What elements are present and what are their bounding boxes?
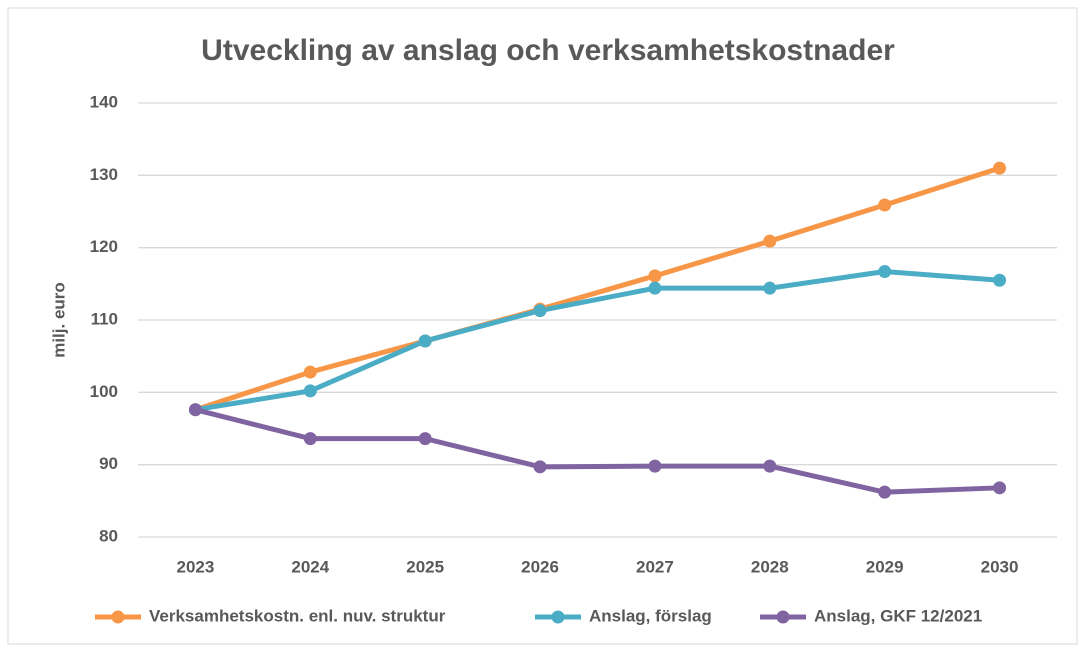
series-line — [195, 269, 1000, 413]
point — [993, 161, 1007, 175]
y-tick-label: 90 — [99, 454, 118, 473]
point — [878, 198, 892, 212]
point — [188, 403, 202, 417]
x-tick-label: 2025 — [406, 557, 444, 576]
x-tick-label: 2024 — [291, 557, 329, 576]
y-axis-label: milj. euro — [49, 282, 68, 358]
point — [878, 265, 892, 279]
chart-border — [7, 7, 1078, 645]
x-tick-label: 2027 — [636, 557, 674, 576]
x-tick-label: 2029 — [866, 557, 904, 576]
x-tick-label: 2026 — [521, 557, 559, 576]
legend-marker — [776, 610, 790, 624]
point — [533, 460, 547, 474]
point — [533, 304, 547, 318]
x-tick-label: 2028 — [751, 557, 789, 576]
legend-marker — [551, 610, 565, 624]
point — [763, 281, 777, 295]
point — [648, 459, 662, 473]
y-tick-label: 80 — [99, 526, 118, 545]
point — [303, 432, 317, 446]
point — [993, 273, 1007, 287]
legend-marker — [111, 610, 125, 624]
x-tick-label: 2023 — [177, 557, 215, 576]
point — [763, 234, 777, 248]
y-tick-label: 130 — [90, 165, 118, 184]
series-line — [194, 165, 1001, 413]
legend-label: Anslag, förslag — [589, 606, 712, 625]
x-tick-label: 2030 — [981, 557, 1019, 576]
point — [303, 384, 317, 398]
point — [648, 269, 662, 283]
point — [418, 334, 432, 348]
y-tick-label: 140 — [90, 92, 118, 111]
y-tick-label: 100 — [90, 382, 118, 401]
point — [418, 432, 432, 446]
point — [303, 365, 317, 379]
series-line — [194, 407, 1000, 495]
point — [878, 485, 892, 499]
legend-label: Anslag, GKF 12/2021 — [814, 606, 982, 625]
legend-label: Verksamhetskostn. enl. nuv. struktur — [149, 606, 446, 625]
point — [993, 481, 1007, 495]
y-tick-label: 120 — [90, 237, 118, 256]
chart-title: Utveckling av anslag och verksamhetskost… — [201, 34, 895, 67]
y-tick-label: 110 — [91, 309, 118, 328]
point — [648, 281, 662, 295]
point — [763, 459, 777, 473]
